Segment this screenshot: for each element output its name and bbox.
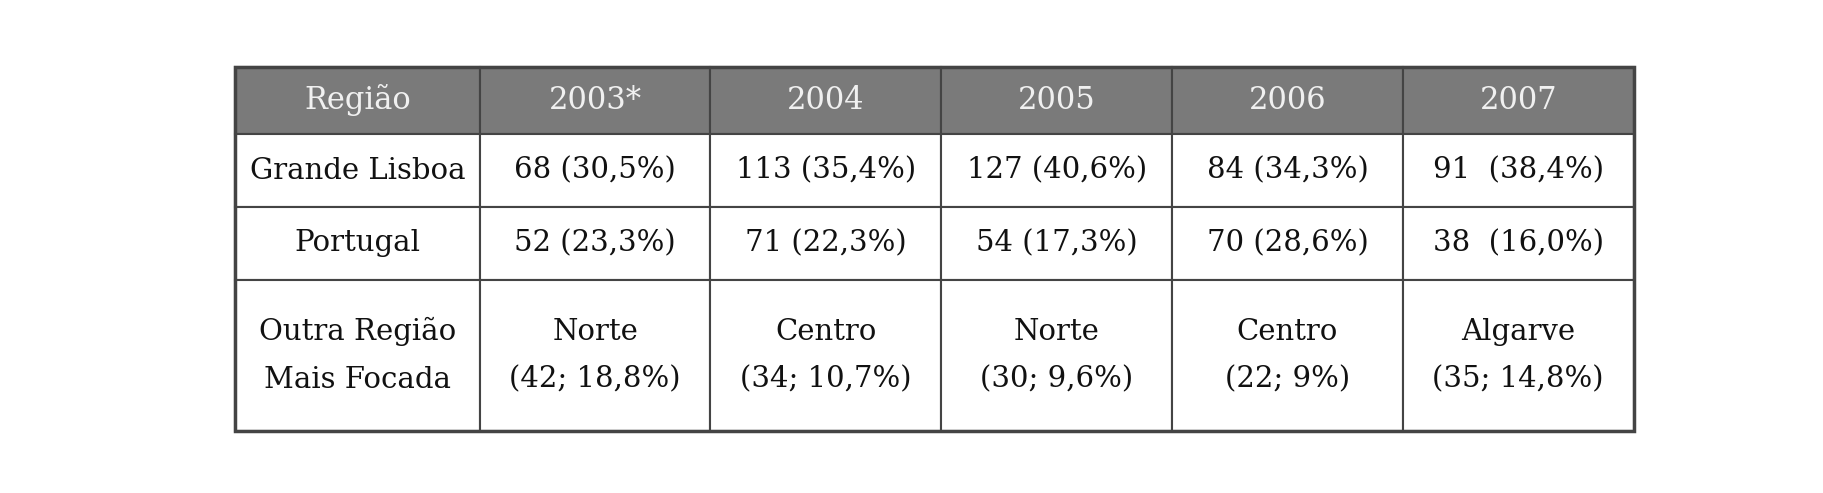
Text: 2004: 2004 — [788, 85, 864, 116]
Bar — [941, 67, 1172, 134]
Bar — [479, 134, 711, 207]
Bar — [941, 280, 1172, 431]
Bar — [711, 207, 941, 280]
Text: 91  (38,4%): 91 (38,4%) — [1433, 157, 1604, 184]
Bar — [1172, 67, 1404, 134]
Text: Norte
(42; 18,8%): Norte (42; 18,8%) — [509, 317, 680, 393]
Bar — [941, 207, 1172, 280]
Text: 127 (40,6%): 127 (40,6%) — [966, 157, 1147, 184]
Text: 84 (34,3%): 84 (34,3%) — [1207, 157, 1369, 184]
Text: Grande Lisboa: Grande Lisboa — [250, 157, 465, 184]
Bar — [479, 67, 711, 134]
Text: 2006: 2006 — [1249, 85, 1327, 116]
Bar — [235, 207, 479, 280]
Text: 52 (23,3%): 52 (23,3%) — [514, 230, 676, 257]
Text: 2003*: 2003* — [549, 85, 642, 116]
Bar — [235, 134, 479, 207]
Bar — [235, 280, 479, 431]
Text: 70 (28,6%): 70 (28,6%) — [1207, 230, 1369, 257]
Bar — [479, 280, 711, 431]
Text: Norte
(30; 9,6%): Norte (30; 9,6%) — [981, 317, 1134, 393]
Text: Algarve
(35; 14,8%): Algarve (35; 14,8%) — [1433, 317, 1604, 393]
Text: 2007: 2007 — [1480, 85, 1557, 116]
Bar — [711, 280, 941, 431]
Text: Região: Região — [304, 84, 410, 116]
Text: 71 (22,3%): 71 (22,3%) — [746, 230, 906, 257]
Text: Outra Região
Mais Focada: Outra Região Mais Focada — [259, 317, 456, 394]
Bar — [235, 67, 479, 134]
Bar — [1404, 134, 1633, 207]
Text: 68 (30,5%): 68 (30,5%) — [514, 157, 676, 184]
Bar — [941, 134, 1172, 207]
Text: Centro
(34; 10,7%): Centro (34; 10,7%) — [740, 317, 912, 393]
Text: 38  (16,0%): 38 (16,0%) — [1433, 230, 1604, 257]
Text: Portugal: Portugal — [294, 230, 421, 257]
Bar — [1172, 207, 1404, 280]
Bar — [1172, 280, 1404, 431]
Bar — [711, 67, 941, 134]
Text: 113 (35,4%): 113 (35,4%) — [736, 157, 915, 184]
Bar — [479, 207, 711, 280]
Text: 54 (17,3%): 54 (17,3%) — [975, 230, 1138, 257]
Bar — [1404, 207, 1633, 280]
Bar — [711, 134, 941, 207]
Bar — [1172, 134, 1404, 207]
Text: Centro
(22; 9%): Centro (22; 9%) — [1225, 317, 1351, 393]
Bar — [1404, 67, 1633, 134]
Text: 2005: 2005 — [1017, 85, 1096, 116]
Bar — [1404, 280, 1633, 431]
